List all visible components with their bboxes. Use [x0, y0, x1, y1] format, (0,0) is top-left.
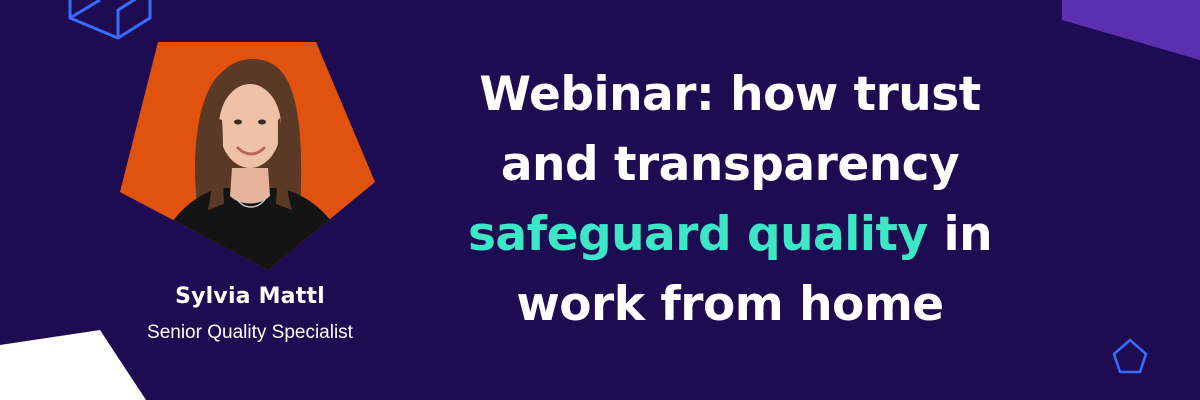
title-line-2: and transparency	[500, 137, 960, 192]
speaker-portrait	[120, 42, 375, 270]
face-shape	[219, 84, 281, 168]
corner-shape-purple	[1062, 0, 1200, 60]
cube-outline-icon	[68, 0, 152, 40]
webinar-title: Webinar: how trust and transparency safe…	[410, 60, 1050, 340]
title-line-1: Webinar: how trust	[479, 67, 981, 122]
title-line-4: work from home	[516, 277, 944, 332]
title-highlight: safeguard quality	[467, 207, 928, 262]
speaker-role: Senior Quality Specialist	[147, 322, 353, 343]
title-line-3: safeguard quality in	[410, 200, 1050, 270]
speaker-name: Sylvia Mattl	[175, 284, 325, 309]
corner-shape-white	[0, 330, 146, 400]
pentagon-outline-icon	[1112, 338, 1148, 374]
neck-shape	[230, 168, 270, 204]
title-line-3-rest: in	[927, 207, 993, 262]
